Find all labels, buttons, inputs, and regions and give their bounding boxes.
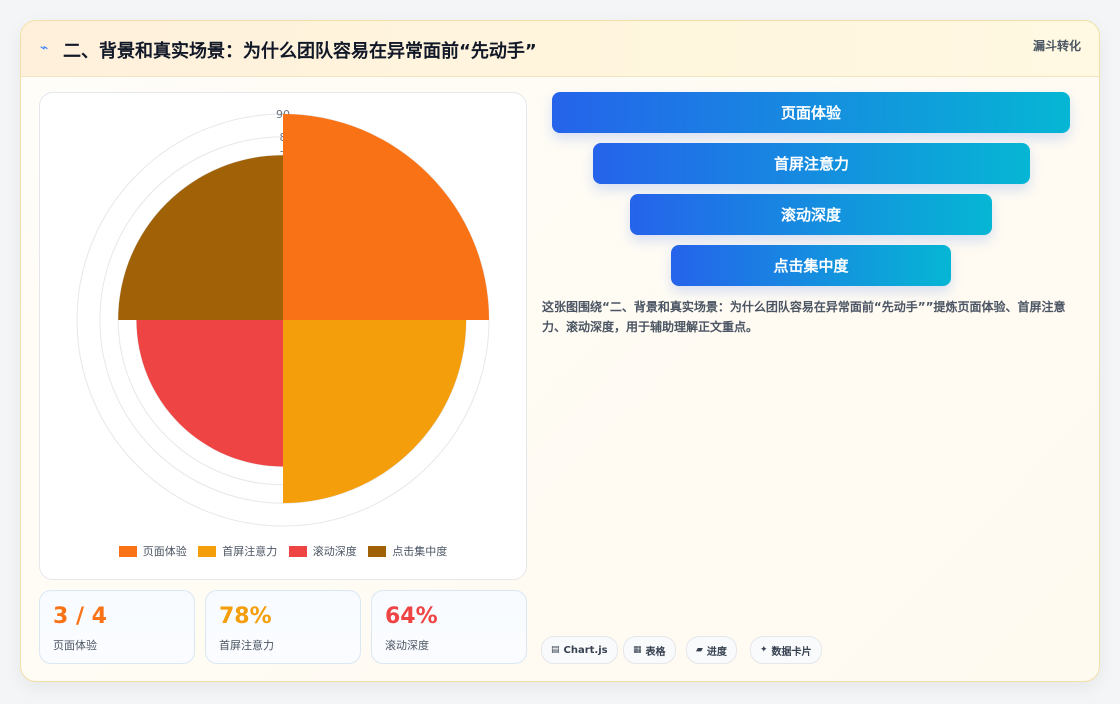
- table-icon: ▦: [633, 645, 642, 655]
- stat-value: 3 / 4: [53, 604, 107, 629]
- legend-label: 点击集中度: [392, 545, 448, 558]
- stat-value: 64%: [385, 604, 438, 629]
- chip-label: 表格: [645, 646, 666, 658]
- stat-card-scroll-depth: 64% 滚动深度: [371, 590, 527, 664]
- legend-item-page-experience[interactable]: 页面体验: [118, 543, 187, 559]
- legend-swatch: [368, 545, 387, 557]
- stat-card-first-screen-attention: 78% 首屏注意力: [205, 590, 361, 664]
- polar-area-chart: 9087: [76, 108, 490, 527]
- polar-sector-4[interactable]: [118, 155, 283, 320]
- sparkle-icon: ✦: [760, 645, 768, 655]
- legend-swatch: [288, 545, 307, 557]
- chart-icon: ▤: [551, 645, 560, 655]
- funnel-step-first-screen-attention[interactable]: 首屏注意力: [593, 143, 1030, 184]
- polar-sector-2[interactable]: [283, 320, 467, 504]
- card-header: ⌁ 二、背景和真实场景：为什么团队容易在异常面前“先动手” 漏斗转化: [21, 21, 1099, 77]
- stat-card-page-experience: 3 / 4 页面体验: [39, 590, 195, 664]
- stat-label: 首屏注意力: [219, 639, 274, 652]
- legend-label: 首屏注意力: [222, 545, 278, 558]
- chart-panel: 9087 页面体验 首屏注意力 滚动深度 点击集中度: [39, 92, 527, 580]
- chip-label: Chart.js: [563, 644, 608, 656]
- content-card: ⌁ 二、背景和真实场景：为什么团队容易在异常面前“先动手” 漏斗转化 9087 …: [20, 20, 1100, 682]
- legend-label: 滚动深度: [312, 545, 357, 558]
- chart-legend: 页面体验 首屏注意力 滚动深度 点击集中度: [40, 543, 526, 560]
- chip-label: 数据卡片: [771, 646, 812, 658]
- funnel-step-click-concentration[interactable]: 点击集中度: [671, 245, 951, 286]
- stat-label: 页面体验: [53, 639, 97, 652]
- funnel-step-scroll-depth[interactable]: 滚动深度: [630, 194, 992, 235]
- chip-progress[interactable]: ▰ 进度: [686, 636, 737, 664]
- chart-type-tag: 漏斗转化: [1032, 39, 1081, 53]
- chip-label: 进度: [706, 646, 727, 658]
- stat-value: 78%: [219, 604, 272, 629]
- legend-item-scroll-depth[interactable]: 滚动深度: [288, 543, 357, 559]
- legend-swatch: [198, 545, 217, 557]
- chip-data-card[interactable]: ✦ 数据卡片: [750, 636, 822, 664]
- legend-item-click-concentration[interactable]: 点击集中度: [368, 543, 447, 559]
- polar-sector-1[interactable]: [283, 114, 489, 320]
- progress-icon: ▰: [696, 645, 703, 655]
- lightning-icon: ⌁: [40, 40, 49, 56]
- stat-label: 滚动深度: [385, 639, 429, 652]
- chip-table[interactable]: ▦ 表格: [623, 636, 676, 664]
- legend-label: 页面体验: [142, 545, 187, 558]
- page-title: 二、背景和真实场景：为什么团队容易在异常面前“先动手”: [63, 41, 537, 62]
- polar-sector-3[interactable]: [136, 320, 283, 467]
- chart-description: 这张图围绕“二、背景和真实场景：为什么团队容易在异常面前“先动手””提炼页面体验…: [542, 300, 1066, 334]
- legend-item-first-screen-attention[interactable]: 首屏注意力: [198, 543, 277, 559]
- funnel-step-page-experience[interactable]: 页面体验: [552, 92, 1070, 133]
- chip-chartjs[interactable]: ▤ Chart.js: [541, 636, 618, 664]
- legend-swatch: [118, 545, 137, 557]
